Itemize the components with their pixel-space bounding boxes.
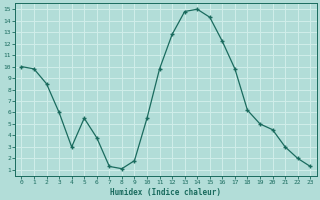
X-axis label: Humidex (Indice chaleur): Humidex (Indice chaleur) [110,188,221,197]
